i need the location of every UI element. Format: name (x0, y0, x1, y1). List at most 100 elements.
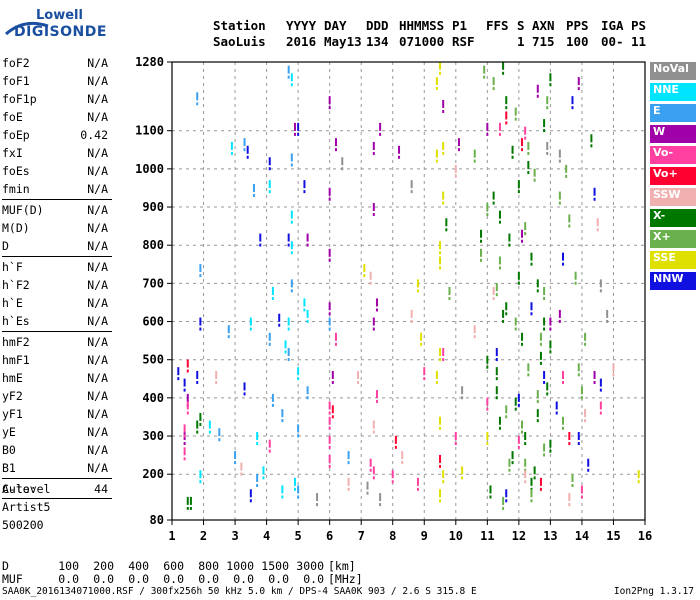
data-point (549, 449, 552, 453)
data-point (505, 302, 508, 311)
data-point (524, 470, 527, 479)
data-point (331, 415, 334, 419)
data-point (398, 155, 401, 159)
data-point (549, 340, 552, 349)
data-point (521, 332, 524, 341)
data-point (297, 485, 300, 494)
data-point (439, 348, 442, 357)
data-point (536, 289, 539, 293)
data-point (527, 363, 530, 372)
dtable-value: 0.0 (268, 572, 289, 586)
data-point (347, 461, 350, 465)
data-point (606, 319, 609, 323)
data-point (549, 317, 552, 326)
data-point (290, 251, 293, 255)
dtable-value: 0.0 (128, 572, 149, 586)
data-point (505, 121, 508, 125)
data-point (530, 489, 533, 498)
data-point (562, 426, 565, 430)
data-point (524, 126, 527, 135)
y-tick-label: 1100 (135, 124, 164, 138)
param-row: foF1p N/A (2, 90, 114, 108)
data-point (439, 358, 442, 362)
data-point (599, 378, 602, 387)
data-point (524, 458, 527, 467)
param-value: N/A (87, 92, 108, 106)
data-point (262, 466, 265, 475)
data-point (536, 409, 539, 418)
data-point (514, 397, 517, 406)
param-value: N/A (87, 239, 108, 253)
data-point (372, 141, 375, 150)
data-point (196, 92, 199, 101)
param-value: N/A (87, 164, 108, 178)
data-point (334, 138, 337, 147)
data-point (357, 380, 360, 384)
data-point (539, 351, 542, 360)
data-point (328, 411, 331, 415)
data-point (398, 145, 401, 154)
data-point (394, 445, 397, 449)
data-point (514, 327, 517, 331)
data-point (290, 279, 293, 288)
data-point (186, 411, 189, 415)
logo-line1: Lowell (36, 8, 83, 23)
data-point (599, 401, 602, 410)
header-row1-field: Station (213, 18, 266, 33)
data-point (227, 325, 230, 334)
data-point (508, 243, 511, 247)
data-point (593, 197, 596, 201)
data-point (199, 317, 202, 326)
data-point (442, 191, 445, 200)
data-point (199, 422, 202, 426)
data-point (240, 462, 243, 471)
data-point (637, 480, 640, 484)
data-point (435, 380, 438, 384)
data-point (473, 335, 476, 339)
auto-line1: Auto: (2, 482, 37, 496)
data-point (287, 243, 290, 247)
legend-entry: W (650, 125, 696, 143)
data-point (287, 233, 290, 242)
data-point (442, 141, 445, 150)
data-point (316, 503, 319, 507)
data-point (416, 279, 419, 288)
data-point (186, 393, 189, 402)
y-tick-label: 200 (142, 467, 164, 481)
param-name: B1 (2, 461, 16, 475)
data-point (549, 83, 552, 87)
data-point (410, 190, 413, 194)
param-name: B0 (2, 443, 16, 457)
legend-entry: SSE (650, 251, 696, 269)
x-tick-label: 14 (575, 529, 589, 543)
data-point (410, 309, 413, 318)
header-row2-field: RSF (452, 34, 475, 49)
data-point (530, 262, 533, 266)
dtable-value: 800 (198, 559, 219, 573)
header-row2-field: SaoLuis (213, 34, 266, 49)
y-tick-label: 700 (142, 276, 164, 290)
logo-swoosh-icon (5, 21, 49, 36)
data-point (457, 138, 460, 147)
data-point (521, 148, 524, 152)
param-name: MUF(D) (2, 203, 44, 217)
data-point (379, 132, 382, 136)
data-point (372, 327, 375, 331)
data-point (290, 241, 293, 250)
data-point (215, 380, 218, 384)
autoscaling-info: Auto: Artist5 500200 (2, 480, 50, 534)
data-point (495, 293, 498, 297)
data-point (502, 506, 505, 510)
param-row: yF2 N/A (2, 387, 114, 405)
data-point (246, 145, 249, 154)
param-row: h`Es N/A (2, 312, 114, 330)
data-point (268, 167, 271, 171)
data-point (480, 258, 483, 262)
data-point (505, 96, 508, 105)
data-point (290, 153, 293, 162)
param-row: foE N/A (2, 108, 114, 126)
parameter-panel: foF2 N/A foF1 N/A foF1p N/A foE N/A foEp 0.42 fxI N… (2, 54, 114, 499)
x-tick-label: 2 (200, 529, 207, 543)
data-point (558, 309, 561, 318)
